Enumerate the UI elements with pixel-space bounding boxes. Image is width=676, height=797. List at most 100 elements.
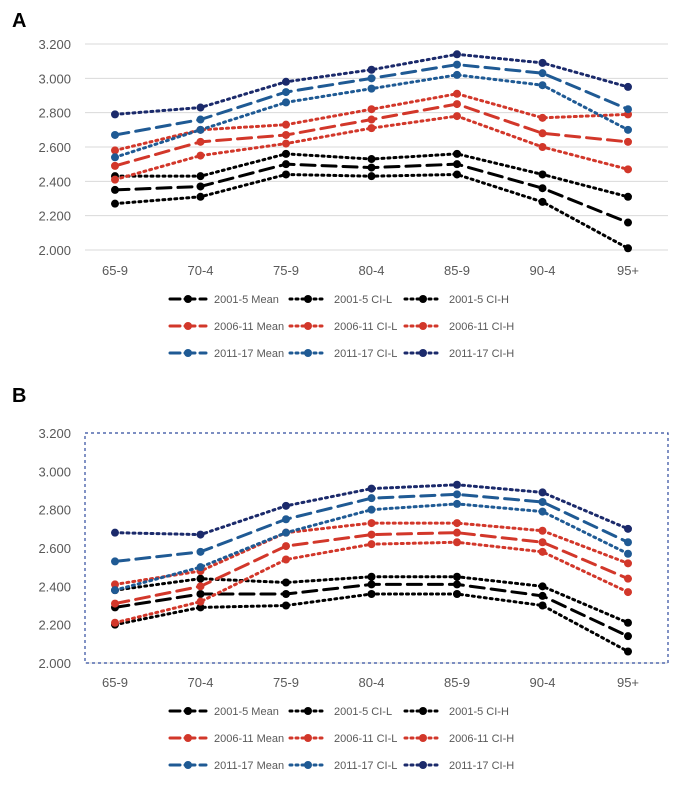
data-point	[111, 586, 119, 595]
legend-item: 2001-5 CI-H	[403, 294, 509, 306]
x-tick-label: 85-9	[444, 675, 470, 690]
x-tick-label: 90-4	[529, 263, 555, 278]
series-2011-17-ci-l	[111, 70, 632, 162]
data-point	[196, 182, 205, 191]
x-tick-label: 65-9	[102, 675, 128, 690]
y-tick-label: 3.200	[38, 37, 71, 52]
x-tick-label: 80-4	[358, 675, 384, 690]
data-point	[282, 578, 290, 587]
data-point	[453, 89, 461, 98]
data-point	[282, 160, 290, 169]
data-point	[282, 149, 290, 158]
data-point	[196, 574, 205, 583]
data-point	[282, 139, 290, 148]
data-point	[453, 580, 461, 589]
data-point	[282, 601, 290, 610]
legend-label: 2001-5 Mean	[214, 294, 279, 306]
y-tick-label: 2.800	[38, 503, 71, 518]
legend-label: 2006-11 CI-L	[334, 733, 397, 745]
series-2011-17-ci-h	[111, 50, 632, 119]
data-point	[624, 137, 632, 146]
data-point	[111, 199, 119, 208]
data-point	[538, 113, 547, 122]
legend-label: 2011-17 CI-H	[449, 760, 514, 772]
chart-a: 2.000 2.200 2.400 2.600 2.800 3.000 3.200 65-9 7…	[38, 37, 668, 360]
y-tick-label: 2.200	[38, 618, 71, 633]
legend-item: 2006-11 CI-L	[288, 733, 397, 745]
data-point	[538, 547, 547, 556]
data-point	[538, 582, 547, 591]
legend-swatch-marker	[184, 707, 192, 715]
data-point	[367, 590, 376, 598]
data-point	[282, 590, 290, 598]
data-point	[624, 244, 632, 253]
data-point	[453, 112, 461, 121]
legend-item: 2011-17 Mean	[168, 760, 284, 772]
legend-item: 2001-5 Mean	[168, 706, 279, 718]
data-point	[453, 499, 461, 508]
series-2011-17-ci-h	[111, 480, 632, 539]
y-tick-label: 2.600	[38, 541, 71, 556]
x-tick-label: 75-9	[273, 263, 299, 278]
data-point	[111, 185, 119, 194]
data-point	[282, 120, 290, 129]
legend-item: 2001-5 Mean	[168, 294, 279, 306]
data-point	[367, 115, 376, 124]
data-point	[538, 526, 547, 535]
legend-label: 2006-11 Mean	[214, 733, 284, 745]
data-point	[196, 137, 205, 146]
data-point	[282, 170, 290, 179]
series-2006-11-ci-l	[111, 112, 632, 184]
data-point	[538, 58, 547, 67]
legend-item: 2001-5 CI-L	[288, 294, 392, 306]
data-point	[624, 165, 632, 174]
y-tick-label: 2.800	[38, 106, 71, 121]
data-point	[367, 505, 376, 514]
legend-label: 2006-11 CI-L	[334, 321, 397, 333]
data-point	[538, 498, 547, 506]
data-point	[196, 103, 205, 112]
data-point	[624, 549, 632, 558]
data-point	[282, 77, 290, 86]
data-point	[453, 100, 461, 109]
data-point	[538, 601, 547, 610]
x-tick-label: 65-9	[102, 263, 128, 278]
data-point	[367, 84, 376, 93]
data-point	[624, 588, 632, 597]
legend-item: 2011-17 CI-H	[403, 348, 514, 360]
data-point	[367, 155, 376, 164]
data-point	[367, 484, 376, 493]
legend-label: 2006-11 CI-H	[449, 733, 514, 745]
legend-swatch-marker	[419, 322, 427, 330]
legend-swatch-marker	[304, 322, 312, 330]
data-point	[367, 530, 376, 539]
data-point	[111, 599, 119, 608]
data-point	[367, 494, 376, 503]
data-point	[624, 105, 632, 114]
legend-swatch-marker	[304, 761, 312, 769]
y-tick-label: 3.000	[38, 71, 71, 86]
data-point	[367, 124, 376, 133]
data-point	[282, 501, 290, 510]
data-point	[624, 218, 632, 227]
data-point	[538, 129, 547, 138]
y-tick-label: 3.000	[38, 464, 71, 479]
data-point	[196, 582, 205, 591]
data-point	[367, 540, 376, 549]
legend-label: 2011-17 Mean	[214, 760, 284, 772]
x-tick-label: 90-4	[529, 675, 555, 690]
legend-label: 2001-5 Mean	[214, 706, 279, 718]
legend-item: 2011-17 CI-L	[288, 348, 397, 360]
legend-item: 2011-17 Mean	[168, 348, 284, 360]
legend-label: 2001-5 CI-L	[334, 294, 392, 306]
data-point	[624, 574, 632, 583]
data-point	[367, 580, 376, 589]
chart-b: 2.000 2.200 2.400 2.600 2.800 3.000 3.200 65-9 7…	[38, 426, 669, 772]
data-point	[453, 519, 461, 528]
legend-item: 2001-5 CI-H	[403, 706, 509, 718]
legend-item: 2006-11 CI-H	[403, 321, 514, 333]
data-point	[367, 572, 376, 581]
legend-swatch-marker	[304, 349, 312, 357]
legend-swatch-marker	[304, 295, 312, 303]
legend-item: 2006-11 Mean	[168, 321, 284, 333]
